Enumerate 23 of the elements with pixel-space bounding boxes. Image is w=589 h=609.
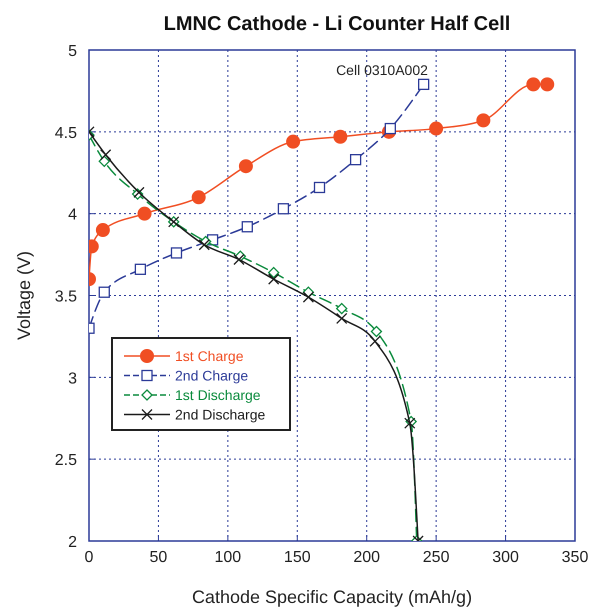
x-tick-label: 350 — [562, 549, 588, 566]
x-tick-label: 200 — [353, 549, 380, 566]
y-tick-label: 2.5 — [54, 452, 78, 470]
y-axis-title: Voltage (V) — [14, 250, 34, 340]
y-tick-label: 5 — [68, 43, 78, 60]
annotation: Cell 0310A002 — [336, 62, 428, 78]
chart-title: LMNC Cathode - Li Counter Half Cell — [164, 13, 510, 35]
y-tick-label: 3.5 — [54, 288, 78, 306]
x-tick-label: 0 — [84, 549, 94, 566]
legend-label: 2nd Charge — [175, 368, 248, 384]
y-tick-label: 4.5 — [54, 124, 78, 142]
legend-label: 1st Charge — [175, 348, 244, 364]
x-tick-label: 250 — [422, 549, 450, 566]
x-tick-label: 300 — [492, 549, 520, 566]
x-tick-label: 150 — [284, 549, 311, 566]
legend-label: 1st Discharge — [175, 387, 261, 403]
y-tick-label: 4 — [68, 206, 78, 224]
y-tick-label: 2 — [68, 534, 78, 551]
legend-label: 2nd Discharge — [175, 406, 266, 422]
x-axis-title: Cathode Specific Capacity (mAh/g) — [192, 587, 472, 607]
x-tick-label: 50 — [150, 549, 168, 566]
x-tick-label: 100 — [214, 549, 242, 566]
y-tick-label: 3 — [68, 370, 78, 388]
